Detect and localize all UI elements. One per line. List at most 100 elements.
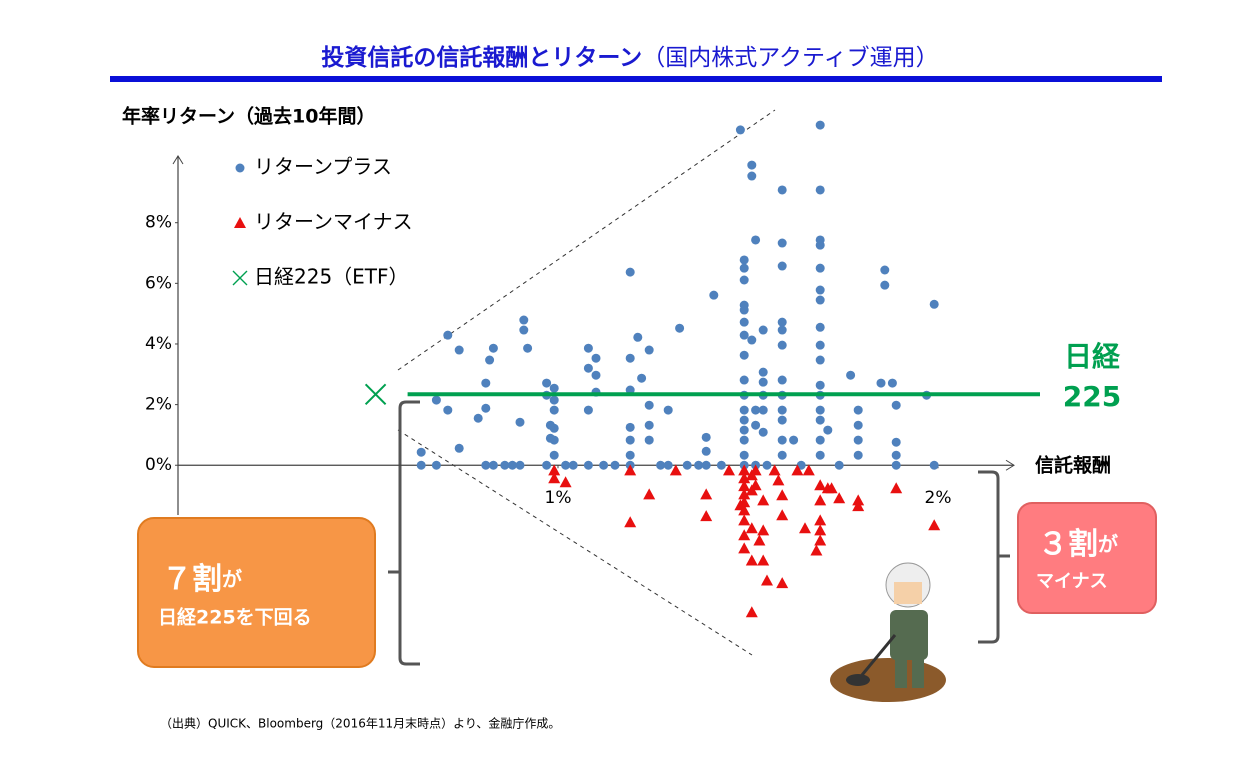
point bbox=[834, 460, 844, 470]
point bbox=[739, 425, 749, 435]
point bbox=[777, 325, 787, 335]
point bbox=[443, 330, 453, 340]
point bbox=[549, 383, 559, 393]
point bbox=[549, 405, 559, 415]
point bbox=[852, 500, 865, 512]
point bbox=[891, 450, 901, 460]
point bbox=[454, 443, 464, 453]
y-tick-label: 4% bbox=[145, 334, 172, 354]
point bbox=[751, 235, 761, 245]
point bbox=[747, 160, 757, 170]
callout-small: が bbox=[222, 567, 242, 591]
point bbox=[473, 413, 483, 423]
point bbox=[853, 450, 863, 460]
point bbox=[846, 370, 856, 380]
point bbox=[751, 420, 761, 430]
y-axis-arrow bbox=[172, 155, 184, 165]
bracket bbox=[978, 470, 1010, 644]
point bbox=[745, 606, 758, 618]
point bbox=[682, 460, 692, 470]
point bbox=[500, 460, 510, 470]
point bbox=[777, 405, 787, 415]
legend-marker bbox=[232, 270, 248, 286]
point bbox=[644, 435, 654, 445]
point bbox=[815, 322, 825, 332]
point bbox=[890, 482, 903, 494]
point bbox=[777, 261, 787, 271]
point bbox=[815, 355, 825, 365]
point bbox=[739, 255, 749, 265]
point bbox=[739, 263, 749, 273]
point bbox=[624, 464, 637, 476]
point bbox=[880, 265, 890, 275]
point bbox=[815, 240, 825, 250]
point bbox=[745, 554, 758, 566]
point bbox=[515, 460, 525, 470]
point bbox=[625, 422, 635, 432]
bracket bbox=[388, 400, 420, 666]
point bbox=[747, 335, 757, 345]
point bbox=[814, 494, 827, 506]
point bbox=[815, 295, 825, 305]
point bbox=[777, 317, 787, 327]
left-callout-text: ７割が bbox=[162, 562, 242, 597]
point bbox=[810, 544, 823, 556]
point bbox=[644, 400, 654, 410]
point bbox=[481, 403, 491, 413]
point bbox=[644, 345, 654, 355]
point bbox=[669, 464, 682, 476]
point bbox=[853, 420, 863, 430]
point bbox=[431, 395, 441, 405]
point bbox=[443, 405, 453, 415]
nikkei-label: 日経 bbox=[1064, 340, 1121, 373]
point bbox=[738, 488, 751, 500]
point bbox=[583, 405, 593, 415]
point bbox=[880, 280, 890, 290]
x-tick-label: 1% bbox=[545, 488, 572, 508]
point bbox=[610, 460, 620, 470]
point bbox=[789, 435, 799, 445]
point bbox=[599, 460, 609, 470]
point bbox=[758, 377, 768, 387]
source-note: （出典）QUICK、Bloomberg（2016年11月末時点）より、金融庁作成… bbox=[160, 716, 560, 731]
point bbox=[739, 330, 749, 340]
point bbox=[709, 290, 719, 300]
point bbox=[643, 488, 656, 500]
point bbox=[739, 317, 749, 327]
point bbox=[591, 370, 601, 380]
point bbox=[815, 380, 825, 390]
guide-line bbox=[397, 109, 776, 371]
point bbox=[738, 464, 751, 476]
point bbox=[814, 514, 827, 526]
point bbox=[768, 464, 781, 476]
point bbox=[739, 415, 749, 425]
point bbox=[485, 355, 495, 365]
point bbox=[739, 275, 749, 285]
point bbox=[751, 405, 761, 415]
point bbox=[591, 353, 601, 363]
chart-subtitle: （国内株式アクティブ運用） bbox=[642, 45, 938, 71]
point bbox=[757, 524, 770, 536]
point bbox=[549, 395, 559, 405]
point bbox=[815, 185, 825, 195]
point bbox=[431, 460, 441, 470]
point bbox=[815, 285, 825, 295]
point bbox=[758, 325, 768, 335]
point bbox=[416, 447, 426, 457]
right-callout-text: ３割が bbox=[1038, 527, 1118, 562]
point bbox=[481, 460, 491, 470]
point bbox=[656, 460, 666, 470]
point bbox=[625, 353, 635, 363]
point bbox=[637, 373, 647, 383]
point bbox=[776, 509, 789, 521]
point bbox=[739, 405, 749, 415]
point bbox=[815, 435, 825, 445]
point bbox=[833, 492, 846, 504]
point bbox=[791, 464, 804, 476]
right-callout bbox=[1017, 502, 1157, 614]
point bbox=[738, 472, 751, 484]
point bbox=[853, 405, 863, 415]
point bbox=[625, 450, 635, 460]
point bbox=[777, 238, 787, 248]
point bbox=[515, 417, 525, 427]
